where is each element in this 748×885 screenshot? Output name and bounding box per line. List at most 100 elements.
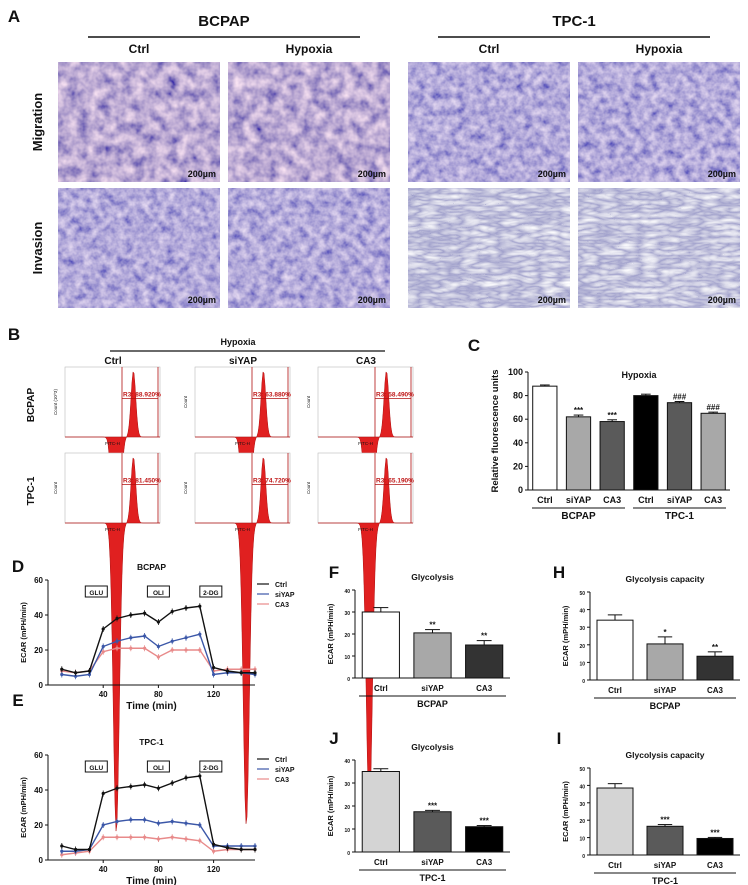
data-point	[170, 835, 174, 839]
column-label: Hypoxia	[286, 42, 333, 56]
gate-percentage: R3: 81.450%	[123, 477, 161, 484]
y-axis-label: ECAR (mPH/min)	[19, 602, 28, 663]
data-point	[184, 636, 188, 640]
chart-title: Glycolysis	[411, 572, 454, 582]
x-tick-label: Ctrl	[608, 686, 622, 695]
data-point	[74, 674, 78, 678]
y-tick-label: 80	[513, 391, 523, 401]
y-axis-label: ECAR (mPH/min)	[326, 603, 335, 664]
column-label: siYAP	[229, 356, 257, 367]
data-point	[60, 667, 64, 671]
x-tick-label: siYAP	[654, 861, 677, 870]
data-point	[184, 606, 188, 610]
data-point	[253, 844, 257, 848]
group-title: BCPAP	[198, 13, 249, 30]
data-point	[101, 627, 105, 631]
data-point	[212, 849, 216, 853]
x-tick-label: CA3	[707, 861, 724, 870]
y-tick-label: 10	[579, 661, 585, 667]
y-tick-label: 20	[579, 819, 585, 825]
scale-bar-label: 200µm	[188, 295, 216, 305]
group-label: TPC-1	[419, 873, 445, 883]
column-label: Hypoxia	[636, 42, 683, 56]
histogram-frame	[64, 366, 161, 438]
data-point	[101, 644, 105, 649]
data-point	[87, 669, 91, 673]
significance-marker: **	[712, 643, 719, 652]
x-tick-label: Ctrl	[374, 684, 388, 693]
y-tick-label: 40	[344, 759, 350, 765]
y-tick-label: 30	[344, 611, 350, 617]
data-point	[143, 634, 147, 638]
y-tick-label: 60	[513, 414, 523, 424]
x-tick-label: 80	[154, 690, 163, 699]
data-point	[253, 847, 257, 852]
x-tick-label: 120	[207, 865, 221, 874]
injection-marker-box	[146, 585, 170, 598]
legend-label: siYAP	[275, 592, 295, 599]
data-point	[87, 672, 91, 677]
x-tick-label: siYAP	[566, 495, 591, 505]
x-axis-label: FITC-H	[105, 441, 120, 446]
condition-label: Hypoxia	[220, 337, 256, 347]
significance-marker: *	[663, 628, 667, 637]
chart-h: H 0 10 20 30 40 50 ECAR (mPH/min) Glycolysis cap…	[553, 563, 740, 711]
legend-label: CA3	[275, 602, 289, 609]
data-point	[74, 847, 78, 852]
significance-marker: ***	[607, 411, 617, 420]
bar	[646, 643, 684, 681]
microscopy-image	[578, 188, 740, 308]
y-tick-label: 50	[579, 591, 585, 597]
chart-title: Glycolysis capacity	[626, 750, 705, 760]
data-point	[156, 620, 160, 624]
y-tick-label: 20	[34, 646, 43, 655]
bar	[696, 655, 734, 681]
x-tick-label: siYAP	[421, 684, 444, 693]
column-label: Ctrl	[479, 42, 500, 56]
group-label: TPC-1	[652, 876, 678, 885]
x-tick-label: 80	[154, 865, 163, 874]
data-point	[143, 835, 147, 839]
x-tick-label: CA3	[704, 495, 722, 505]
data-point	[74, 671, 78, 675]
y-axis-label: ECAR (mPH/min)	[326, 775, 335, 836]
x-tick-label: 120	[207, 690, 221, 699]
bar	[596, 619, 634, 681]
microscopy-image	[58, 62, 220, 182]
x-axis-label: FITC-H	[358, 441, 373, 446]
significance-marker: **	[481, 632, 488, 641]
row-label: BCPAP	[26, 388, 37, 423]
y-tick-label: 20	[579, 644, 585, 650]
gate-percentage: R3: 63.880%	[253, 391, 291, 398]
legend-label: siYAP	[275, 767, 295, 774]
column-label: Ctrl	[129, 42, 150, 56]
x-axis-label: FITC-H	[105, 527, 120, 532]
data-point	[101, 835, 105, 839]
y-tick-label: 0	[39, 681, 44, 690]
bar	[696, 837, 734, 856]
data-point	[129, 613, 133, 617]
data-point	[101, 650, 105, 654]
bar	[413, 632, 452, 679]
data-point	[253, 671, 257, 675]
significance-marker: ###	[706, 403, 720, 412]
scale-bar-label: 200µm	[708, 169, 736, 179]
injection-marker-box	[84, 760, 108, 773]
bar	[666, 402, 693, 491]
data-point	[239, 667, 243, 671]
bar	[361, 771, 400, 853]
data-point	[198, 648, 202, 652]
x-tick-label: siYAP	[421, 858, 444, 867]
data-point	[225, 669, 229, 673]
data-point	[115, 786, 119, 790]
column-label: Ctrl	[104, 356, 121, 367]
data-point	[170, 609, 174, 614]
gate-percentage: R3: 88.920%	[123, 391, 161, 398]
data-point	[156, 821, 160, 825]
y-tick-label: 20	[344, 633, 350, 639]
data-point	[60, 853, 64, 857]
scale-bar-label: 200µm	[358, 295, 386, 305]
y-tick-label: 30	[344, 782, 350, 788]
data-point	[101, 823, 105, 827]
